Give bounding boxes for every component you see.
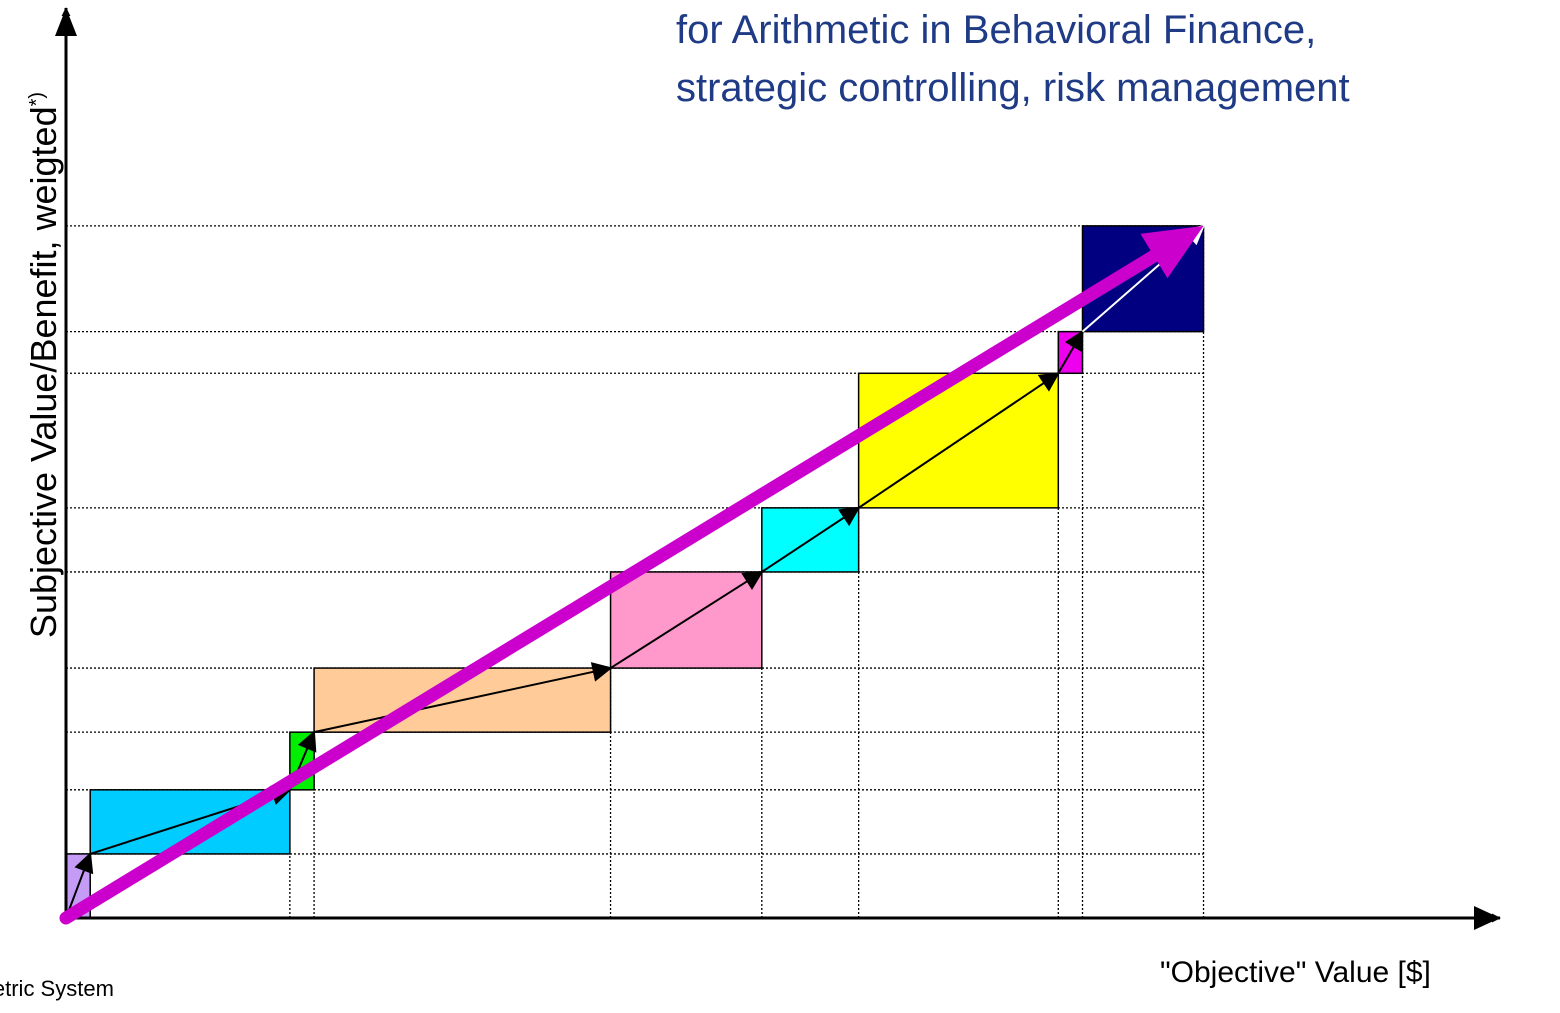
step-7-arrow	[858, 372, 1060, 509]
footnote-line-2: letric System	[0, 976, 114, 1001]
title-line-2: strategic controlling, risk management	[676, 66, 1350, 110]
y-axis-label: Subjective Value/Benefit, weigted*)	[23, 92, 65, 638]
trend-arrowhead	[1140, 225, 1204, 279]
y-axis-arrowhead	[55, 8, 77, 36]
step-6-arrow	[761, 506, 861, 573]
x-axis-arrowhead	[1474, 906, 1500, 930]
step-4-arrow	[313, 662, 613, 734]
x-axis-label: "Objective" Value [$]	[1160, 956, 1431, 989]
y-axis-label-text: Subjective Value/Benefit, weigted	[23, 106, 64, 639]
title-line-1: for Arithmetic in Behavioral Finance,	[676, 8, 1317, 52]
step-8-arrow	[1057, 329, 1084, 374]
trend	[59, 225, 1204, 925]
trend-arrow-line	[59, 249, 1161, 925]
step-5-arrow	[610, 570, 764, 669]
axes	[55, 7, 1501, 930]
y-axis-label-footnote-mark: *)	[26, 91, 48, 107]
step-1-arrow	[65, 852, 94, 919]
